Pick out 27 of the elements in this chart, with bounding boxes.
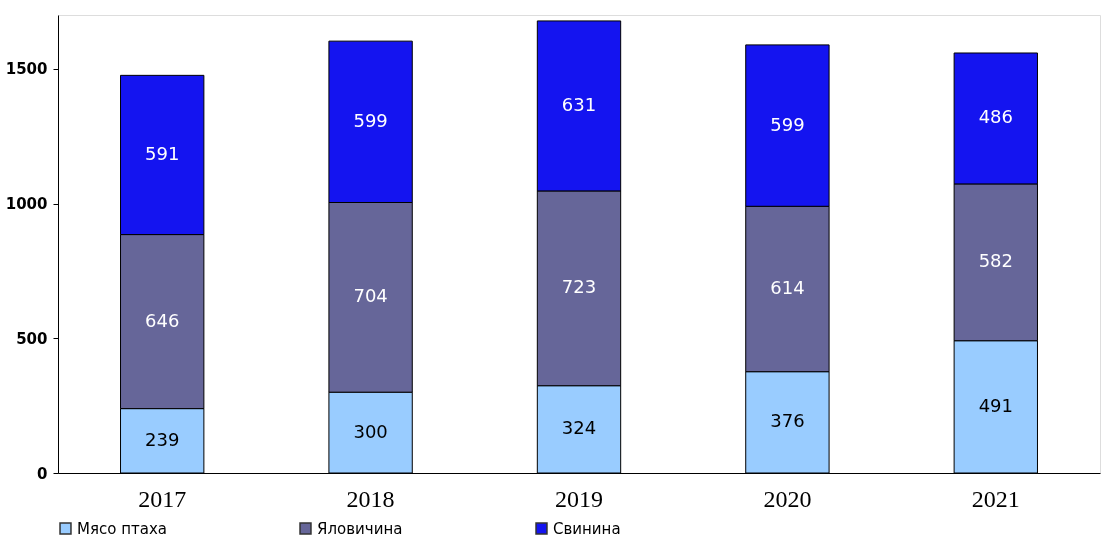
y-tick-label: 0: [37, 464, 48, 483]
data-label: 324: [561, 417, 597, 439]
legend-label: Свинина: [553, 519, 621, 538]
y-tick-label: 1500: [5, 60, 48, 79]
data-label: 486: [978, 106, 1013, 128]
data-label: 723: [561, 276, 597, 298]
x-tick-label: 2017: [138, 485, 187, 512]
y-tick-label: 500: [16, 329, 48, 348]
data-label: 376: [770, 410, 805, 432]
data-label: 582: [978, 250, 1013, 272]
data-label: 491: [978, 394, 1013, 416]
y-tick-label: 1000: [5, 195, 48, 214]
x-tick-label: 2018: [346, 485, 395, 512]
data-label: 300: [353, 420, 388, 442]
legend-label: Яловичина: [317, 519, 403, 538]
data-label: 591: [145, 142, 180, 164]
data-label: 704: [353, 285, 388, 307]
data-label: 646: [145, 309, 180, 331]
x-tick-label: 2019: [555, 485, 603, 512]
data-label: 239: [145, 428, 180, 450]
data-label: 614: [770, 276, 805, 298]
x-tick-label: 2021: [971, 485, 1020, 512]
data-label: 599: [353, 109, 388, 131]
x-tick-label: 2020: [763, 485, 812, 512]
legend-label: Мясо птаха: [77, 519, 167, 538]
data-label: 599: [770, 113, 805, 135]
data-label: 631: [561, 93, 597, 115]
